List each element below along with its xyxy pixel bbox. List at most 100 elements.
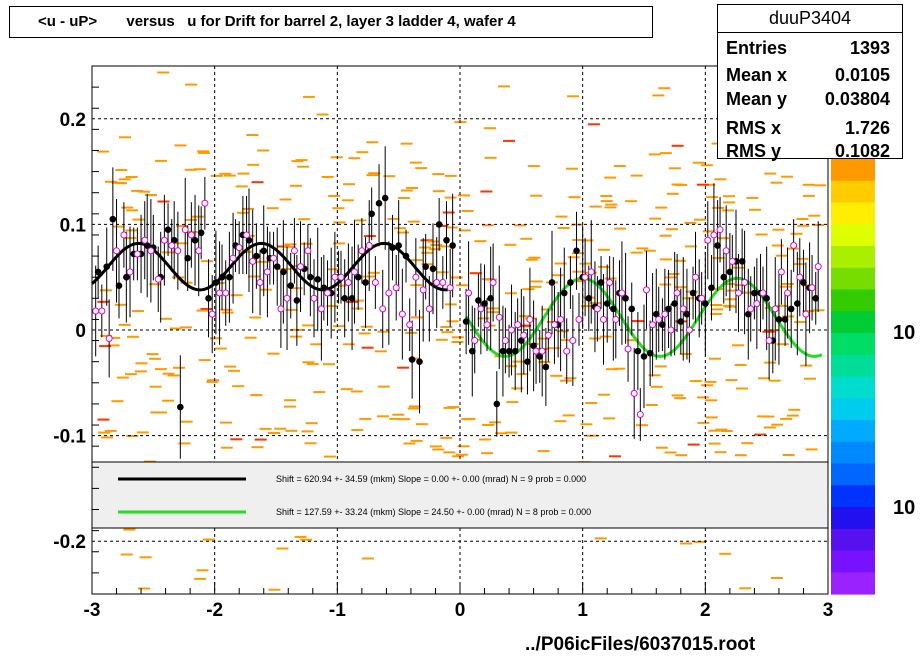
hist-cell — [734, 284, 747, 287]
hist-cell — [727, 289, 740, 292]
hist-cell — [557, 227, 570, 229]
hist-cell — [498, 85, 510, 88]
point-filled — [744, 310, 752, 318]
hist-cell — [720, 430, 733, 432]
hist-cell — [779, 285, 792, 288]
hist-cell — [469, 272, 482, 275]
hist-cell — [671, 183, 684, 186]
hist-cell — [220, 421, 232, 424]
hist-cell — [359, 417, 372, 420]
hist-cell — [559, 379, 572, 382]
point-filled — [702, 300, 709, 307]
palette-band — [831, 528, 875, 552]
hist-cell — [587, 123, 600, 126]
hist-cell — [528, 256, 541, 259]
hist-cell — [157, 71, 170, 74]
hist-cell — [604, 277, 617, 280]
hist-cell — [235, 185, 248, 188]
hist-cell — [125, 229, 138, 232]
point-filled — [468, 347, 476, 355]
hist-cell — [97, 418, 110, 421]
hist-cell — [132, 310, 144, 313]
hist-cell — [555, 215, 568, 218]
hist-cell — [284, 399, 296, 402]
hist-cell — [134, 370, 147, 373]
point-open — [538, 347, 546, 355]
point-filled — [462, 318, 470, 325]
hist-cell — [184, 168, 197, 171]
point-open — [520, 331, 528, 339]
hist-cell — [802, 183, 815, 186]
stats-title: duuP3404 — [718, 5, 902, 33]
hist-cell — [154, 368, 167, 371]
hist-cell — [741, 442, 754, 445]
hist-cell — [522, 288, 535, 291]
hist-cell — [547, 347, 560, 350]
hist-cell — [328, 195, 341, 197]
hist-cell — [714, 451, 727, 454]
stats-row-rms-y: RMS y 0.1082 — [726, 141, 890, 165]
hist-cell — [589, 302, 602, 305]
hist-cell — [645, 404, 658, 406]
hist-cell — [581, 239, 594, 242]
hist-cell — [764, 172, 777, 175]
point-open — [777, 268, 785, 276]
hist-cell — [326, 305, 339, 308]
hist-cell — [242, 207, 254, 210]
hist-cell — [770, 181, 783, 184]
hist-cell — [482, 424, 495, 426]
hist-cell — [256, 260, 269, 263]
hist-cell — [525, 258, 538, 261]
hist-cell — [432, 448, 445, 451]
hist-cell — [313, 391, 326, 394]
point-filled — [548, 279, 556, 286]
hist-cell — [285, 308, 298, 311]
stats-box: duuP3404 Entries 1393 Mean x 0.0105 Mean… — [717, 4, 903, 161]
hist-cell — [450, 276, 463, 279]
hist-cell — [442, 211, 455, 214]
hist-cell — [763, 426, 776, 429]
y-tick-label: 0.2 — [60, 110, 86, 131]
hist-cell — [441, 331, 454, 334]
point-open — [587, 268, 595, 276]
hist-cell — [659, 283, 672, 286]
hist-cell — [407, 220, 420, 223]
hist-cell — [298, 218, 311, 221]
hist-cell — [529, 285, 542, 288]
hist-cell — [366, 174, 379, 177]
hist-cell — [697, 396, 709, 399]
palette-band — [831, 159, 875, 182]
hist-cell — [167, 374, 180, 377]
point-open — [201, 199, 209, 207]
hist-cell — [689, 380, 702, 382]
hist-cell — [705, 416, 718, 419]
hist-cell — [446, 320, 459, 323]
point-open — [722, 247, 730, 255]
hist-cell — [438, 245, 451, 248]
point-open — [439, 278, 447, 286]
point-filled — [184, 254, 191, 262]
point-open — [471, 337, 479, 345]
hist-cell — [554, 262, 567, 265]
hist-cell — [435, 338, 448, 341]
point-filled — [671, 300, 678, 307]
hist-cell — [304, 442, 317, 445]
palette-band — [831, 376, 875, 399]
hist-cell — [230, 294, 243, 297]
x-tick-label: 3 — [823, 600, 834, 621]
hist-cell — [585, 402, 598, 404]
color-palette — [831, 159, 875, 595]
hist-cell — [451, 336, 464, 339]
hist-cell — [135, 362, 148, 365]
hist-cell — [480, 190, 493, 193]
point-open — [133, 250, 141, 258]
hist-cell — [796, 218, 809, 220]
point-filled — [435, 221, 443, 228]
point-filled — [402, 252, 410, 260]
legend-box — [91, 461, 829, 529]
hist-cell — [458, 194, 470, 197]
point-filled — [567, 279, 574, 286]
point-open — [92, 307, 100, 315]
stats-key: Entries — [726, 38, 788, 58]
hist-cell — [600, 200, 613, 203]
